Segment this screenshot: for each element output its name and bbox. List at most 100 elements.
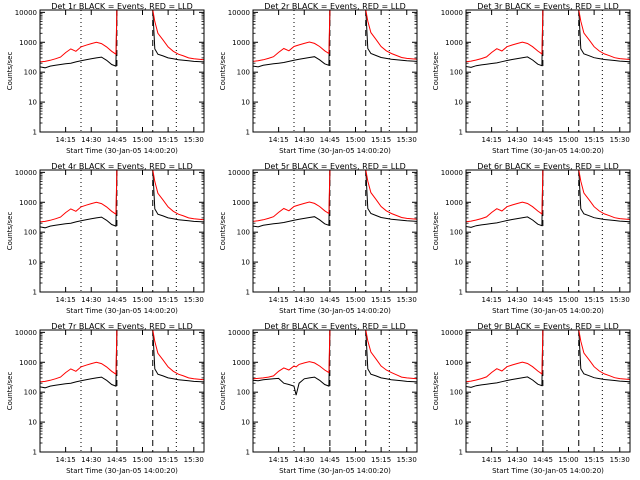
y-tick-label: 10000 xyxy=(441,169,463,177)
plot-frame xyxy=(39,9,205,133)
x-axis-label: Start Time (30-Jan-05 14:00:20) xyxy=(66,147,178,155)
y-axis-label: Counts/sec xyxy=(432,212,440,251)
lld-series-line xyxy=(253,330,417,380)
y-tick-label: 10000 xyxy=(228,329,250,337)
panel-title: Det 7r BLACK = Events, RED = LLD xyxy=(51,322,193,331)
x-tick-label: 14:30 xyxy=(294,456,314,464)
y-tick-label: 10 xyxy=(454,99,463,107)
lld-series-line xyxy=(253,170,417,222)
y-tick-label: 1 xyxy=(33,449,37,457)
y-tick-label: 10 xyxy=(28,259,37,267)
y-axis-label: Counts/sec xyxy=(219,212,227,251)
x-tick-label: 15:30 xyxy=(397,456,417,464)
x-tick-label: 14:30 xyxy=(507,456,527,464)
x-tick-label: 14:45 xyxy=(107,136,127,144)
lld-series-line xyxy=(40,170,204,223)
x-tick-label: 15:15 xyxy=(371,136,391,144)
y-tick-label: 1 xyxy=(246,449,250,457)
x-tick-label: 14:45 xyxy=(533,296,553,304)
plot-frame xyxy=(465,169,631,293)
x-tick-label: 14:15 xyxy=(56,136,76,144)
x-tick-label: 15:30 xyxy=(184,136,204,144)
x-tick-label: 14:45 xyxy=(320,456,340,464)
y-tick-label: 1 xyxy=(459,289,463,297)
detector-panel: Det 8r BLACK = Events, RED = LLD Counts/s… xyxy=(219,322,418,475)
events-series-line xyxy=(253,10,417,68)
y-tick-label: 100 xyxy=(24,69,37,77)
y-tick-label: 100 xyxy=(237,389,250,397)
x-axis-label: Start Time (30-Jan-05 14:00:20) xyxy=(279,307,391,315)
y-tick-label: 1000 xyxy=(445,359,463,367)
x-tick-label: 15:30 xyxy=(397,296,417,304)
lld-series-line xyxy=(466,170,630,223)
y-tick-label: 10000 xyxy=(441,329,463,337)
x-tick-label: 15:15 xyxy=(371,296,391,304)
x-axis-label: Start Time (30-Jan-05 14:00:20) xyxy=(492,307,604,315)
detector-panel: Det 4r BLACK = Events, RED = LLD Counts/s… xyxy=(6,162,205,315)
lld-series-line xyxy=(466,330,630,383)
lld-series-line xyxy=(40,10,204,63)
x-tick-label: 15:00 xyxy=(558,456,578,464)
x-tick-label: 14:15 xyxy=(269,296,289,304)
y-tick-label: 10000 xyxy=(15,329,37,337)
x-tick-label: 15:15 xyxy=(584,136,604,144)
panel-title: Det 3r BLACK = Events, RED = LLD xyxy=(477,2,619,11)
y-tick-label: 10000 xyxy=(441,9,463,17)
y-tick-label: 10 xyxy=(28,99,37,107)
y-tick-label: 100 xyxy=(450,389,463,397)
x-tick-label: 15:15 xyxy=(158,296,178,304)
events-series-line xyxy=(466,170,630,228)
x-tick-label: 15:00 xyxy=(345,296,365,304)
lld-series-line xyxy=(253,10,417,62)
x-tick-label: 14:45 xyxy=(320,136,340,144)
x-tick-label: 15:30 xyxy=(184,296,204,304)
detector-panel: Det 9r BLACK = Events, RED = LLD Counts/s… xyxy=(432,322,631,475)
x-tick-label: 14:30 xyxy=(81,456,101,464)
x-tick-label: 15:30 xyxy=(610,296,630,304)
x-tick-label: 15:00 xyxy=(558,296,578,304)
y-tick-label: 1000 xyxy=(232,199,250,207)
lld-series-line xyxy=(466,10,630,63)
y-tick-label: 1 xyxy=(33,129,37,137)
y-tick-label: 1000 xyxy=(232,39,250,47)
x-tick-label: 14:30 xyxy=(294,296,314,304)
x-axis-label: Start Time (30-Jan-05 14:00:20) xyxy=(66,467,178,475)
events-series-line xyxy=(466,330,630,388)
events-series-line xyxy=(253,170,417,228)
x-tick-label: 14:30 xyxy=(81,136,101,144)
events-series-line xyxy=(40,330,204,389)
y-tick-label: 100 xyxy=(450,69,463,77)
y-tick-label: 10000 xyxy=(15,9,37,17)
y-tick-label: 1000 xyxy=(232,359,250,367)
y-tick-label: 1000 xyxy=(445,39,463,47)
y-axis-label: Counts/sec xyxy=(219,372,227,411)
y-axis-label: Counts/sec xyxy=(6,212,14,251)
y-tick-label: 100 xyxy=(237,69,250,77)
x-tick-label: 15:15 xyxy=(371,456,391,464)
y-axis-label: Counts/sec xyxy=(432,52,440,91)
plot-frame xyxy=(252,9,418,133)
plot-frame xyxy=(252,329,418,453)
plot-frame xyxy=(39,329,205,453)
x-tick-label: 14:15 xyxy=(482,136,502,144)
x-tick-label: 15:30 xyxy=(397,136,417,144)
y-tick-label: 1 xyxy=(459,129,463,137)
x-tick-label: 15:15 xyxy=(584,456,604,464)
x-tick-label: 14:15 xyxy=(482,456,502,464)
x-tick-label: 14:45 xyxy=(320,296,340,304)
y-tick-label: 10 xyxy=(241,99,250,107)
panel-title: Det 5r BLACK = Events, RED = LLD xyxy=(264,162,406,171)
plot-frame xyxy=(465,329,631,453)
y-tick-label: 1 xyxy=(33,289,37,297)
x-tick-label: 14:30 xyxy=(294,136,314,144)
plot-frame xyxy=(465,9,631,133)
x-tick-label: 15:30 xyxy=(610,456,630,464)
panel-title: Det 4r BLACK = Events, RED = LLD xyxy=(51,162,193,171)
panel-title: Det 9r BLACK = Events, RED = LLD xyxy=(477,322,619,331)
x-tick-label: 14:15 xyxy=(269,456,289,464)
detector-panel: Det 6r BLACK = Events, RED = LLD Counts/s… xyxy=(432,162,631,315)
y-tick-label: 1000 xyxy=(19,199,37,207)
x-tick-label: 15:00 xyxy=(132,456,152,464)
x-axis-label: Start Time (30-Jan-05 14:00:20) xyxy=(492,467,604,475)
panel-title: Det 6r BLACK = Events, RED = LLD xyxy=(477,162,619,171)
